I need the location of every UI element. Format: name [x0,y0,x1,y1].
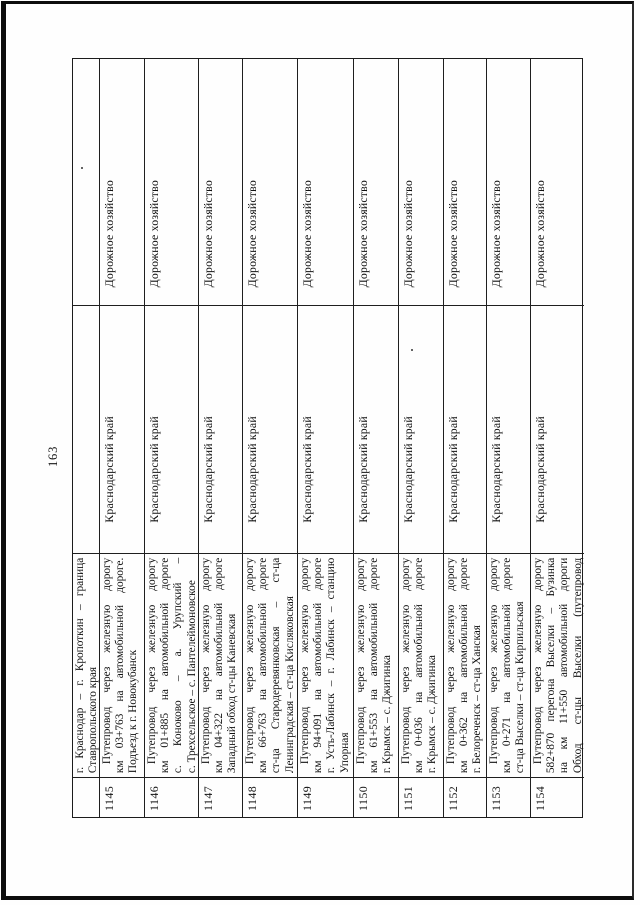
object-name-line: Путепровод через железную дорогу [244,557,256,765]
object-name-line: Путепровод через железную дорогу [445,557,457,765]
object-name-line: Путепровод через железную дорогу [200,557,212,765]
object-name-line: Путепровод через железную дорогу [101,557,113,765]
object-name-cell: Путепровод через железную дорогу км 03+76… [100,552,144,778]
object-name-line: ст-ца Стародеревянковская – ст-ца [270,557,283,774]
object-name-cell: Путепровод через железную дорогу км 66+76… [243,552,297,778]
object-name-cell: Путепровод через железную дорогу км 01+88… [145,552,198,778]
object-name-cell: Путепровод через железную дорогу км 94+09… [298,552,353,778]
row-number-cell: 1147 [199,777,242,817]
row-number-cell: 1149 [298,777,353,817]
row-number-cell: 1145 [100,777,144,817]
table-row: 1154 Путепровод через железную дорогу 582+… [531,59,584,817]
road-section-heading-row: г. Краснодар – г. Кропоткин – граница Ста… [73,59,100,817]
object-name-line: ст-ца Выселки – ст-ца Кирпильская [514,601,527,774]
object-name-line: Упорная [338,732,351,774]
sector-cell: Дорожное хозяйство [147,180,161,288]
rotated-table-wrapper: г. Краснодар – г. Кропоткин – граница Ста… [72,58,584,818]
object-name-line: Путепровод через железную дорогу [532,557,544,765]
object-name-cell: г. Краснодар – г. Кропоткин – граница Ста… [73,552,99,778]
table-row: 1152 Путепровод через железную дорогу км 0… [444,59,487,817]
object-name-line: с. Трехсельское – с. Пантелеймоновское [185,580,198,774]
object-name-line: с. Коноково – а. Урупский – [172,557,185,774]
table-row: 1147 Путепровод через железную дорогу км 0… [199,59,243,817]
object-name-cell: Путепровод через железную дорогу 582+870 … [531,552,584,778]
object-name-line: Путепровод через железную дорогу [488,557,500,765]
object-name-line: Подъезд к г. Новокубанск [127,649,140,774]
object-name-line: Путепровод через железную дорогу [146,557,158,765]
region-cell: Краснодарский край [399,305,443,553]
row-number-cell: 1146 [145,777,198,817]
object-name-cell: Путепровод через железную дорогу км 04+32… [199,552,242,778]
region-cell: Краснодарский край [243,305,297,553]
object-name-line: г. Белореченск – ст-ца Ханская [471,625,484,774]
region-cell: Краснодарский край [145,305,198,553]
region-cell: Краснодарский край [444,305,486,553]
table-row: 1148 Путепровод через железную дорогу км 6… [243,59,298,817]
row-number-cell: 1148 [243,777,297,817]
object-name-line: км 04+322 на автомобильной дороге [213,557,226,774]
sector-cell: Дорожное хозяйство [533,180,547,288]
row-number-cell: 1153 [487,777,530,817]
table-row: 1146 Путепровод через железную дорогу км 0… [145,59,199,817]
sector-cell: Дорожное хозяйство [245,180,259,288]
object-name-line: км 0+036 на автомобильной дороге [413,557,426,774]
table-row: 1149 Путепровод через железную дорогу км 9… [298,59,354,817]
row-number-cell: 1150 [354,777,398,817]
row-number-cell: 1151 [399,777,443,817]
region-cell: Краснодарский край [298,305,353,553]
sector-cell: Дорожное хозяйство [356,180,370,288]
sector-cell: Дорожное хозяйство [201,180,215,288]
row-number-cell: 1154 [531,777,584,817]
row-number-cell [73,777,99,817]
scan-speck [81,167,83,169]
object-name-line: км 66+763 на автомобильной дороге [257,557,270,774]
object-name-line: г. Крымск – с. Джигинка [426,655,439,774]
overpass-registry-table: г. Краснодар – г. Кропоткин – граница Ста… [72,58,584,818]
object-name-line: км 0+362 на автомобильной дороге [458,557,471,774]
object-name-line: км 94+091 на автомобильной дороге [312,557,325,774]
sector-cell: Дорожное хозяйство [446,180,460,288]
object-name-line: г. Краснодар – г. Кропоткин – граница [74,557,86,774]
object-name-line: Путепровод через железную дорогу [299,557,311,765]
object-name-line: Западный обход ст-цы Каневская [226,613,239,774]
region-cell: Краснодарский край [100,305,144,553]
region-cell: Краснодарский край [199,305,242,553]
object-name-line: г. Усть-Лабинск – г. Лабинск – станцию [325,557,338,774]
object-name-line: Путепровод через железную дорогу [355,557,367,765]
object-name-line: Путепровод через железную дорогу [400,557,412,765]
object-name-line: Ставропольского края [87,666,99,774]
object-name-cell: Путепровод через железную дорогу км 0+036… [399,552,443,778]
object-name-line: км 03+763 на автомобильной дороге. [114,557,127,774]
object-name-line: 582+870 перегона Выселки – Бузинка [545,557,558,774]
sector-cell: Дорожное хозяйство [300,180,314,288]
object-name-line: на км 11+550 автомобильной дороги [558,557,571,774]
object-name-line: км 61+553 на автомобильной дороге [368,557,381,774]
table-row: 1151 Путепровод через железную дорогу км 0… [399,59,444,817]
object-name-cell: Путепровод через железную дорогу км 0+362… [444,552,486,778]
region-cell: Краснодарский край [531,305,584,553]
object-name-line: км 0+271 на автомобильной дороге [501,557,514,774]
object-name-cell: Путепровод через железную дорогу км 61+55… [354,552,398,778]
page-number: 163 [46,445,60,467]
table-row: 1150 Путепровод через железную дорогу км 6… [354,59,399,817]
sector-cell: Дорожное хозяйство [102,180,116,288]
object-name-line: Обход ст-цы Выселки (путепровод [571,557,584,774]
sector-cell [73,59,99,305]
scan-speck [411,349,413,351]
region-cell: Краснодарский край [487,305,530,553]
region-cell: Краснодарский край [354,305,398,553]
object-name-line: Ленинградская – ст-ца Кисляковская [283,596,296,774]
sector-cell: Дорожное хозяйство [489,180,503,288]
table-row: 1153 Путепровод через железную дорогу км 0… [487,59,531,817]
region-cell [73,305,99,553]
row-number-cell: 1152 [444,777,486,817]
sector-cell: Дорожное хозяйство [401,180,415,288]
object-name-line: км 01+885 на автомобильной дороге [159,557,172,774]
table-row: 1145 Путепровод через железную дорогу км 0… [100,59,145,817]
object-name-line: г. Крымск – с. Джигинка [381,655,394,774]
object-name-cell: Путепровод через железную дорогу км 0+271… [487,552,530,778]
